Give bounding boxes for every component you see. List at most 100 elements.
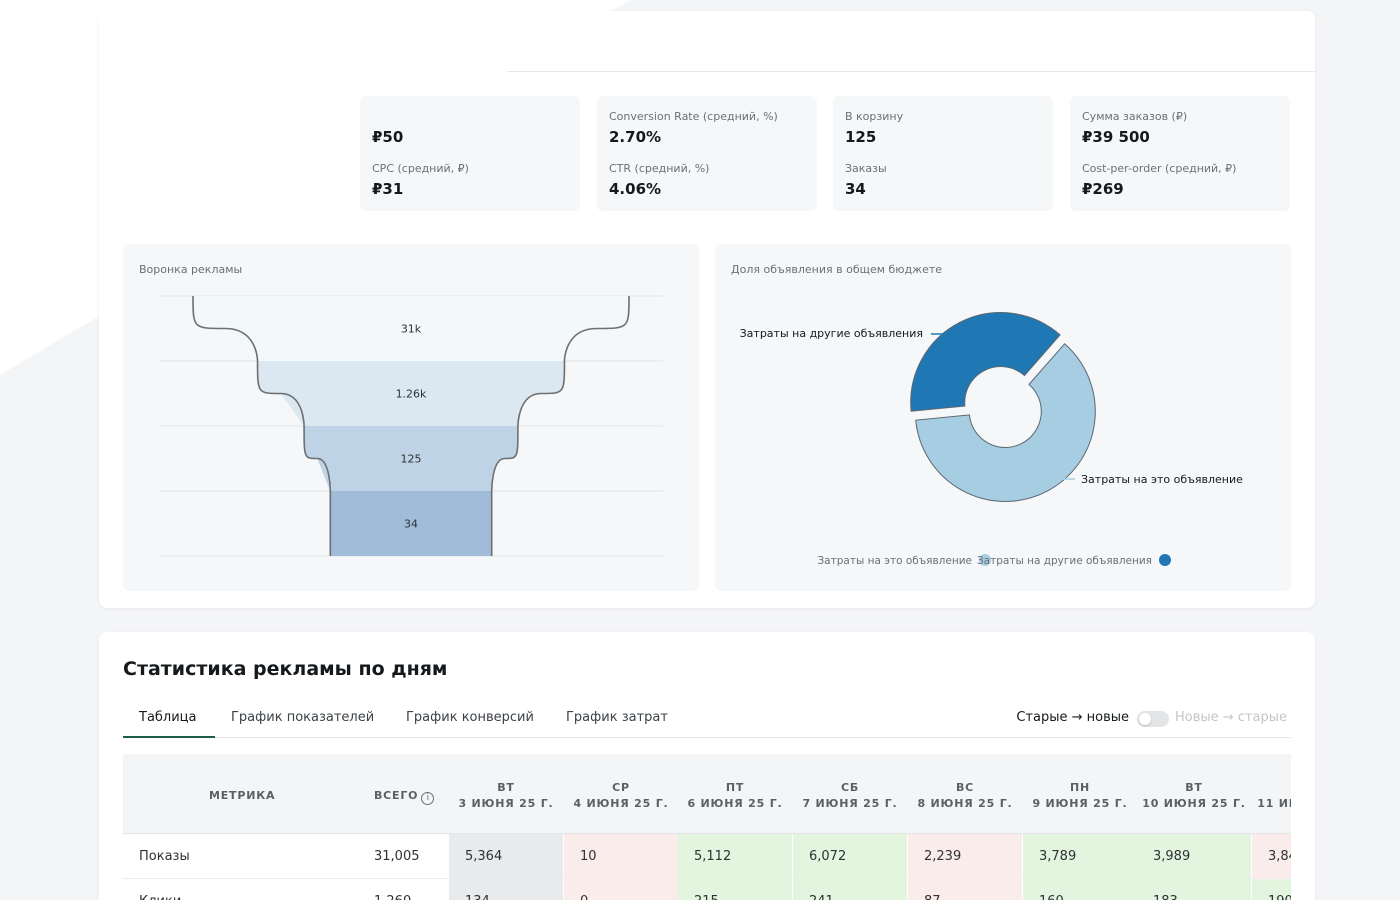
col-day-date: 10 ИЮНЯ 25 Г.: [1142, 797, 1246, 810]
daily-stats-card: Статистика рекламы по дням Таблица Графи…: [99, 632, 1315, 900]
day-value-cell: 160: [1023, 879, 1137, 900]
col-day[interactable]: СБ 7 ИЮНЯ 25 Г.: [793, 780, 907, 812]
tab-table[interactable]: Таблица: [139, 710, 197, 725]
col-day[interactable]: ПТ 6 ИЮНЯ 25 Г.: [678, 780, 792, 812]
metric-name: Показы: [139, 849, 190, 864]
day-value-cell: 3,789: [1023, 834, 1137, 879]
col-day-date: 11 ИЮНЯ 25 Г.: [1257, 797, 1291, 810]
col-day-dow: СБ: [840, 781, 860, 794]
budget-share-panel: Доля объявления в общем бюджете Затраты …: [715, 244, 1291, 591]
funnel-outline: [490, 295, 630, 556]
col-day[interactable]: ВТ 10 ИЮНЯ 25 Г.: [1137, 780, 1251, 812]
day-value-cell: 5,364: [449, 834, 563, 879]
kpi-cart: В корзину 125 Заказы 34: [833, 96, 1053, 211]
callout-label-this: Затраты на это объявление: [1081, 473, 1243, 486]
table-row[interactable]: Клики1,260134021524187160183190: [123, 879, 1291, 900]
funnel-stage-4: [330, 491, 492, 556]
funnel-stage-label: 125: [401, 453, 422, 466]
col-day-dow: СР: [612, 781, 630, 794]
day-value-cell: 3,840: [1252, 834, 1291, 879]
day-value-cell: 2,239: [908, 834, 1022, 879]
kpi-label: Заказы: [845, 162, 887, 175]
day-value-cell: 3,989: [1137, 834, 1251, 879]
day-value-cell: 6,072: [793, 834, 907, 879]
tab-metrics-chart[interactable]: График показателей: [231, 710, 375, 725]
kpi-label: Conversion Rate (средний, %): [609, 110, 778, 123]
legend-swatch-other: [1159, 554, 1171, 566]
col-total-label: ВСЕГО: [374, 789, 419, 802]
col-day[interactable]: СР11 ИЮНЯ 25 Г.: [1252, 780, 1291, 812]
slice-this-ad: [915, 343, 1096, 502]
funnel-stage-3: [304, 426, 518, 491]
kpi-value: 2.70%: [609, 128, 662, 146]
col-metric[interactable]: МЕТРИКА: [209, 789, 276, 802]
funnel-panel: Воронка рекламы 31k 1.26k 125 34: [123, 244, 699, 591]
funnel-stage-label: 31k: [401, 323, 422, 336]
day-value-cell: 190: [1252, 879, 1291, 900]
table-row[interactable]: Показы 31,005 5,364 10 5,112 6,072 2,239 3,789 3…: [123, 834, 1291, 879]
day-value-cell: 183: [1137, 879, 1251, 900]
view-tabs: Таблица График показателей График конвер…: [123, 704, 1291, 738]
funnel-outline: [192, 295, 332, 556]
col-day-dow: ПТ: [725, 781, 745, 794]
day-value-cell: 215: [678, 879, 792, 900]
col-day-dow: ВС: [955, 781, 975, 794]
legend-swatch-this: [979, 554, 991, 566]
info-icon[interactable]: i: [421, 792, 435, 805]
stats-table: МЕТРИКА ВСЕГО i ВТ 3 ИЮНЯ 25 Г. СР 4 ИЮНЯ 25…: [123, 754, 1291, 900]
metric-total: 1,260: [358, 879, 448, 900]
sort-new-to-old-label[interactable]: Новые → старые: [1174, 710, 1287, 725]
kpi-label: В корзину: [845, 110, 904, 123]
col-day-date: 8 ИЮНЯ 25 Г.: [917, 797, 1013, 810]
col-day[interactable]: ПН 9 ИЮНЯ 25 Г.: [1023, 780, 1137, 812]
legend-label-this: Затраты на это объявление: [817, 555, 972, 567]
funnel-chart: 31k 1.26k 125 34: [159, 295, 663, 557]
kpi-value: 34: [845, 180, 866, 198]
col-day-date: 6 ИЮНЯ 25 Г.: [687, 797, 783, 810]
funnel-title: Воронка рекламы: [139, 263, 243, 276]
col-day-date: 9 ИЮНЯ 25 Г.: [1032, 797, 1128, 810]
col-day-date: 3 ИЮНЯ 25 Г.: [458, 797, 554, 810]
donut-title: Доля объявления в общем бюджете: [731, 263, 943, 276]
col-day-dow: ПН: [1069, 781, 1090, 794]
day-value-cell: 134: [449, 879, 563, 900]
day-value-cell: 87: [908, 879, 1022, 900]
active-tab-indicator: [123, 736, 215, 738]
funnel-stage-label: 34: [404, 518, 418, 531]
card-divider: [507, 71, 1315, 72]
col-day-date: 7 ИЮНЯ 25 Г.: [802, 797, 898, 810]
sort-order-toggle[interactable]: [1137, 711, 1169, 727]
kpi-label: CTR (средний, %): [609, 162, 710, 175]
kpi-label: Cost-per-order (средний, ₽): [1082, 162, 1237, 175]
day-value-cell: 5,112: [678, 834, 792, 879]
kpi-conversion: Conversion Rate (средний, %) 2.70% CTR (…: [597, 96, 817, 211]
sort-old-to-new-label[interactable]: Старые → новые: [1016, 710, 1129, 725]
col-day-dow: СР: [1252, 780, 1291, 796]
donut-chart: Затраты на другие объявления Затраты на э…: [740, 312, 1243, 567]
col-day[interactable]: СР 4 ИЮНЯ 25 Г.: [564, 780, 678, 812]
legend-label-other: Затраты на другие объявления: [977, 555, 1152, 567]
kpi-label: CPC (средний, ₽): [372, 162, 469, 175]
kpi-value: ₽39 500: [1082, 128, 1150, 146]
summary-card: ₽50 CPC (средний, ₽) ₽31 Conversion Rate…: [99, 11, 1315, 608]
col-day-date: 4 ИЮНЯ 25 Г.: [573, 797, 669, 810]
table-header: МЕТРИКА ВСЕГО i ВТ 3 ИЮНЯ 25 Г. СР 4 ИЮНЯ 25…: [123, 754, 1291, 834]
funnel-stage-label: 1.26k: [396, 388, 427, 401]
col-total[interactable]: ВСЕГО i: [374, 788, 435, 805]
metric-total: 31,005: [374, 849, 420, 864]
day-value-cell: 241: [793, 879, 907, 900]
kpi-value: 4.06%: [609, 180, 662, 198]
funnel-stage-1: [193, 296, 629, 361]
kpi-value: ₽269: [1082, 180, 1124, 198]
funnel-stage-2: [257, 361, 565, 426]
day-value-cell: 10: [564, 834, 678, 879]
kpi-cpc: ₽50 CPC (средний, ₽) ₽31: [360, 96, 580, 211]
tab-costs-chart[interactable]: График затрат: [566, 710, 668, 725]
slice-other-ads: [910, 312, 1061, 412]
col-day[interactable]: ВС 8 ИЮНЯ 25 Г.: [908, 780, 1022, 812]
day-value-cell: 0: [564, 879, 678, 900]
tab-conversion-chart[interactable]: График конверсий: [406, 710, 534, 725]
kpi-value: ₽31: [372, 180, 404, 198]
col-day[interactable]: ВТ 3 ИЮНЯ 25 Г.: [449, 780, 563, 812]
callout-label-other: Затраты на другие объявления: [740, 327, 923, 340]
